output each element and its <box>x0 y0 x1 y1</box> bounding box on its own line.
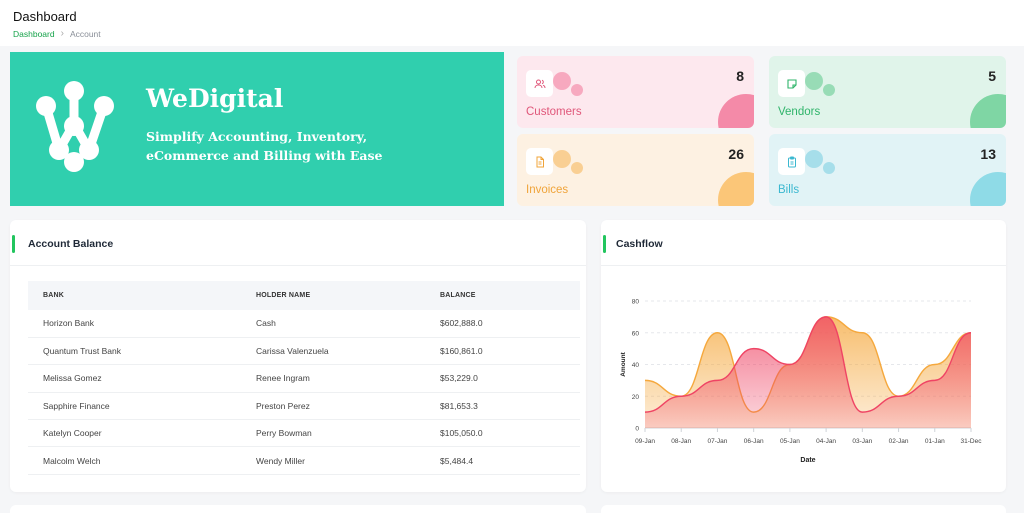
y-tick-label: 60 <box>632 330 640 337</box>
table-row[interactable]: Katelyn Cooper Perry Bowman $105,050.0 <box>28 419 580 448</box>
x-tick-label: 03-Jan <box>852 438 872 445</box>
stat-card-customers[interactable]: 8 Customers <box>517 56 754 128</box>
invoices-count: 26 <box>728 146 744 162</box>
bank-cell: Horizon Bank <box>28 310 256 338</box>
customers-count: 8 <box>736 68 744 84</box>
x-tick-label: 08-Jan <box>671 438 691 445</box>
card-accent <box>12 235 15 253</box>
x-tick-label: 07-Jan <box>708 438 728 445</box>
cashflow-title: Cashflow <box>616 238 663 250</box>
bank-cell: Melissa Gomez <box>28 364 256 393</box>
x-tick-label: 02-Jan <box>889 438 909 445</box>
y-axis-title: Amount <box>620 351 627 376</box>
decor-blob <box>553 72 571 90</box>
account-balance-table: BANK HOLDER NAME BALANCE Horizon Bank Ca… <box>28 281 580 475</box>
account-balance-title: Account Balance <box>28 238 114 250</box>
note-icon <box>778 70 805 97</box>
card-header: Cashflow <box>601 220 1006 266</box>
customers-label: Customers <box>526 106 582 118</box>
holder-cell: Perry Bowman <box>256 419 440 448</box>
vendors-label: Vendors <box>778 106 821 118</box>
x-tick-label: 05-Jan <box>780 438 800 445</box>
clipboard-icon <box>778 148 805 175</box>
breadcrumb-home-link[interactable]: Dashboard <box>13 29 55 39</box>
decor-blob <box>823 84 835 96</box>
bank-cell: Sapphire Finance <box>28 392 256 421</box>
bank-cell: Katelyn Cooper <box>28 419 256 448</box>
bank-cell: Quantum Trust Bank <box>28 337 256 366</box>
decor-corner <box>970 94 1006 128</box>
holder-cell: Carissa Valenzuela <box>256 337 440 366</box>
invoices-label: Invoices <box>526 184 569 196</box>
table-row[interactable]: Sapphire Finance Preston Perez $81,653.3 <box>28 392 580 421</box>
decor-blob <box>805 150 823 168</box>
page-title: Dashboard <box>13 9 77 24</box>
x-tick-label: 09-Jan <box>635 438 655 445</box>
brand-name: WeDigital <box>146 84 284 113</box>
decor-blob <box>805 72 823 90</box>
card-accent <box>603 235 606 253</box>
table-row[interactable]: Horizon Bank Cash $602,888.0 <box>28 310 580 338</box>
welcome-banner: WeDigital Simplify Accounting, Inventory… <box>10 52 504 206</box>
account-balance-card: Account Balance BANK HOLDER NAME BALANCE… <box>10 220 586 492</box>
breadcrumb: Dashboard › Account <box>13 28 101 40</box>
bottom-card-right <box>601 505 1006 513</box>
stat-card-vendors[interactable]: 5 Vendors <box>769 56 1006 128</box>
column-header-balance[interactable]: BALANCE <box>440 281 580 310</box>
holder-cell: Wendy Miller <box>256 446 440 475</box>
bills-label: Bills <box>778 184 800 196</box>
decor-blob <box>553 150 571 168</box>
holder-cell: Renee Ingram <box>256 364 440 393</box>
stat-card-bills[interactable]: 13 Bills <box>769 134 1006 206</box>
bank-cell: Malcolm Welch <box>28 446 256 475</box>
x-tick-label: 04-Jan <box>816 438 836 445</box>
balance-cell: $602,888.0 <box>440 310 580 338</box>
column-header-bank[interactable]: BANK <box>28 281 256 310</box>
cashflow-chart[interactable]: 0 20 40 60 80 09-Jan 08-Jan 07-Jan 06-Jan 05-Jan 0… <box>601 220 1006 492</box>
balance-cell: $5,484.4 <box>440 446 580 475</box>
decor-blob <box>571 84 583 96</box>
table-row[interactable]: Melissa Gomez Renee Ingram $53,229.0 <box>28 364 580 393</box>
x-tick-label: 06-Jan <box>744 438 764 445</box>
x-axis-title: Date <box>800 457 815 464</box>
stat-card-invoices[interactable]: 26 Invoices <box>517 134 754 206</box>
vendors-count: 5 <box>988 68 996 84</box>
holder-cell: Preston Perez <box>256 392 440 421</box>
file-icon <box>526 148 553 175</box>
series-area <box>645 316 971 428</box>
balance-cell: $81,653.3 <box>440 392 580 421</box>
table-row[interactable]: Quantum Trust Bank Carissa Valenzuela $1… <box>28 337 580 366</box>
cashflow-card: Cashflow 0 20 40 60 80 09-Jan 08-Jan 07-Jan 06-J… <box>601 220 1006 492</box>
y-tick-label: 40 <box>632 362 640 369</box>
users-icon <box>526 70 553 97</box>
holder-cell: Cash <box>256 310 440 338</box>
x-tick-label: 01-Jan <box>925 438 945 445</box>
decor-corner <box>718 94 754 128</box>
y-tick-label: 80 <box>632 299 640 306</box>
balance-cell: $105,050.0 <box>440 419 580 448</box>
series-line <box>644 316 972 413</box>
balance-cell: $53,229.0 <box>440 364 580 393</box>
balance-cell: $160,861.0 <box>440 337 580 366</box>
breadcrumb-current: Account <box>69 29 101 39</box>
card-header: Account Balance <box>10 220 586 266</box>
table-row[interactable]: Malcolm Welch Wendy Miller $5,484.4 <box>28 446 580 475</box>
decor-blob <box>571 162 583 174</box>
decor-corner <box>970 172 1006 206</box>
table-header-row: BANK HOLDER NAME BALANCE <box>28 281 580 310</box>
y-tick-label: 20 <box>632 394 640 401</box>
brand-tagline: Simplify Accounting, Inventory, eCommerc… <box>146 129 383 163</box>
chevron-right-icon: › <box>60 28 64 39</box>
column-header-holder[interactable]: HOLDER NAME <box>256 281 440 310</box>
brand-logo-icon <box>36 81 114 172</box>
bills-count: 13 <box>980 146 996 162</box>
x-tick-label: 31-Dec <box>961 438 983 445</box>
bottom-card-left <box>10 505 586 513</box>
y-tick-label: 0 <box>635 426 639 433</box>
page-header: Dashboard Dashboard › Account <box>0 0 1024 46</box>
decor-blob <box>823 162 835 174</box>
decor-corner <box>718 172 754 206</box>
